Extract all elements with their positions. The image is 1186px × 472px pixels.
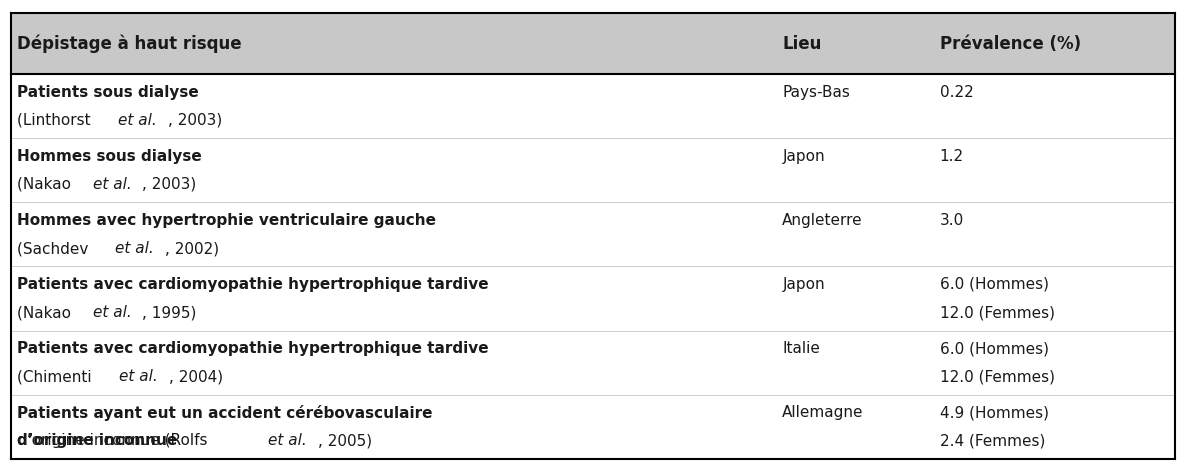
Text: 12.0 (Femmes): 12.0 (Femmes) (939, 305, 1054, 320)
Text: 12.0 (Femmes): 12.0 (Femmes) (939, 369, 1054, 384)
Text: Allemagne: Allemagne (783, 405, 863, 420)
Text: Patients avec cardiomyopathie hypertrophique tardive: Patients avec cardiomyopathie hypertroph… (17, 277, 489, 292)
Text: 3.0: 3.0 (939, 213, 964, 228)
Text: et al.: et al. (93, 177, 132, 192)
Text: (Nakao: (Nakao (17, 177, 76, 192)
Text: Japon: Japon (783, 149, 825, 164)
Text: Patients avec cardiomyopathie hypertrophique tardive: Patients avec cardiomyopathie hypertroph… (17, 341, 489, 356)
Text: et al.: et al. (117, 113, 157, 128)
Text: Lieu: Lieu (783, 34, 822, 52)
Text: Dépistage à haut risque: Dépistage à haut risque (17, 34, 242, 53)
Text: Patients ayant eut un accident cérébovasculaire: Patients ayant eut un accident cérébovas… (17, 405, 432, 421)
Text: d’origine inconnue (Rolfs: d’origine inconnue (Rolfs (17, 433, 212, 448)
Bar (11, 13, 1175, 74)
Text: , 2005): , 2005) (318, 433, 372, 448)
Text: (Chimenti: (Chimenti (17, 369, 96, 384)
Text: (Linthorst: (Linthorst (17, 113, 95, 128)
Text: 4.9 (Hommes): 4.9 (Hommes) (939, 405, 1048, 420)
Text: et al.: et al. (268, 433, 307, 448)
Text: Angleterre: Angleterre (783, 213, 863, 228)
Text: (Sachdev: (Sachdev (17, 241, 93, 256)
Text: , 2003): , 2003) (167, 113, 222, 128)
Text: Pays-Bas: Pays-Bas (783, 84, 850, 100)
Text: et al.: et al. (93, 305, 132, 320)
Text: 6.0 (Hommes): 6.0 (Hommes) (939, 277, 1048, 292)
Text: d’origine inconnue: d’origine inconnue (17, 433, 177, 448)
Text: Italie: Italie (783, 341, 821, 356)
Text: , 2003): , 2003) (142, 177, 197, 192)
Text: , 2002): , 2002) (165, 241, 219, 256)
Text: , 2004): , 2004) (168, 369, 223, 384)
Text: 0.22: 0.22 (939, 84, 974, 100)
Text: Japon: Japon (783, 277, 825, 292)
Text: Patients sous dialyse: Patients sous dialyse (17, 84, 198, 100)
Text: (Nakao: (Nakao (17, 305, 76, 320)
Text: 6.0 (Hommes): 6.0 (Hommes) (939, 341, 1048, 356)
Text: Prévalence (%): Prévalence (%) (939, 34, 1080, 52)
Text: Hommes sous dialyse: Hommes sous dialyse (17, 149, 202, 164)
Text: , 1995): , 1995) (142, 305, 197, 320)
Text: Hommes avec hypertrophie ventriculaire gauche: Hommes avec hypertrophie ventriculaire g… (17, 213, 435, 228)
Text: et al.: et al. (115, 241, 154, 256)
Text: 2.4 (Femmes): 2.4 (Femmes) (939, 433, 1045, 448)
Text: 1.2: 1.2 (939, 149, 964, 164)
Text: et al.: et al. (119, 369, 158, 384)
